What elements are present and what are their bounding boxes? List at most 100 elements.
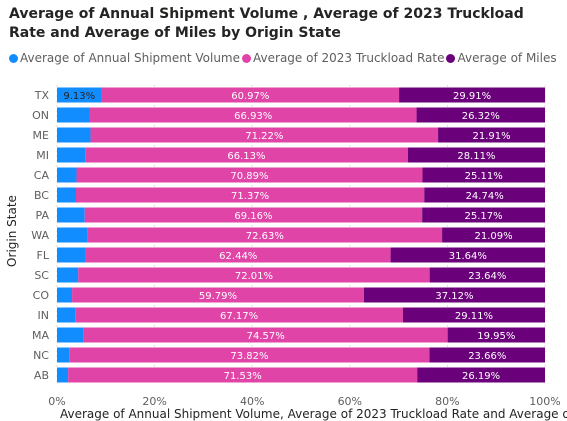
bar-segment	[429, 347, 545, 363]
data-label: 28.11%	[457, 151, 495, 162]
bar-segment	[57, 207, 85, 223]
bar-segment	[72, 287, 364, 303]
bar-segment	[424, 187, 545, 203]
y-tick-label: BC	[34, 189, 49, 202]
x-tick-label: 40%	[240, 395, 264, 408]
bar-segment	[363, 287, 545, 303]
bar-segment	[84, 207, 423, 223]
bar-segment	[75, 187, 425, 203]
y-tick-label: TX	[34, 89, 50, 102]
bar-segment	[447, 327, 545, 343]
bar-segment	[85, 247, 391, 263]
y-tick-label: SC	[34, 269, 49, 282]
y-tick-label: CO	[33, 289, 50, 302]
bar-segment	[57, 367, 69, 383]
data-label: 23.64%	[468, 271, 506, 282]
data-label: 25.17%	[465, 211, 503, 222]
y-tick-label: MI	[36, 149, 49, 162]
bar-segment	[57, 267, 79, 283]
data-label: 23.66%	[468, 351, 506, 362]
x-tick-label: 60%	[338, 395, 362, 408]
data-label: 67.17%	[220, 311, 258, 322]
y-tick-label: WA	[31, 229, 49, 242]
y-tick-label: PA	[36, 209, 50, 222]
data-label: 72.63%	[246, 231, 284, 242]
x-tick-label: 100%	[529, 395, 560, 408]
data-label: 71.37%	[231, 191, 269, 202]
bar-segment	[57, 247, 86, 263]
data-label: 60.97%	[231, 91, 269, 102]
bar-segment	[57, 167, 77, 183]
y-tick-label: AB	[34, 369, 49, 382]
bar-segment	[87, 227, 443, 243]
data-label: 71.22%	[245, 131, 283, 142]
data-label: 24.74%	[466, 191, 504, 202]
data-label: 72.01%	[235, 271, 273, 282]
y-tick-label: ON	[32, 109, 49, 122]
bar-segment	[89, 107, 417, 123]
bar-segment	[442, 227, 545, 243]
bar-segment	[69, 347, 430, 363]
legend-item-shipment-volume[interactable]: Average of Annual Shipment Volume	[9, 51, 240, 65]
data-label: 26.32%	[462, 111, 500, 122]
bar-segment	[101, 87, 400, 103]
data-label: 66.93%	[234, 111, 272, 122]
data-label: 21.91%	[472, 131, 510, 142]
bar-segment	[422, 207, 545, 223]
bar-segment	[438, 127, 545, 143]
legend-marker-miles	[446, 53, 456, 63]
bar-segment	[78, 267, 430, 283]
x-tick-label: 20%	[142, 395, 166, 408]
data-label: 73.82%	[230, 351, 268, 362]
bar-segment	[57, 127, 91, 143]
y-tick-label: NC	[33, 349, 49, 362]
bar-segment	[76, 167, 423, 183]
data-label: 9.13%	[63, 91, 95, 102]
data-label: 37.12%	[435, 291, 473, 302]
legend-item-truckload-rate[interactable]: Average of 2023 Truckload Rate	[242, 51, 444, 65]
bar-segment	[85, 147, 408, 163]
bar-segment	[75, 307, 403, 323]
legend-label-shipment-volume: Average of Annual Shipment Volume	[20, 51, 241, 65]
data-label: 71.53%	[224, 371, 262, 382]
data-label: 29.11%	[455, 311, 493, 322]
bar-segment	[68, 367, 418, 383]
data-label: 59.79%	[199, 291, 237, 302]
bar-segment	[399, 87, 546, 103]
legend-label-truckload-rate: Average of 2023 Truckload Rate	[253, 51, 445, 65]
bar-segment	[416, 107, 545, 123]
data-label: 26.19%	[462, 371, 500, 382]
data-label: 69.16%	[234, 211, 272, 222]
bar-segment	[402, 307, 545, 323]
bar-segment	[57, 347, 70, 363]
legend: Average of Annual Shipment Volume Averag…	[9, 50, 559, 66]
bar-segment	[429, 267, 545, 283]
bar-segment	[417, 367, 545, 383]
x-axis-title: Average of Annual Shipment Volume, Avera…	[60, 407, 567, 421]
legend-label-miles: Average of Miles	[457, 51, 557, 65]
legend-item-miles[interactable]: Average of Miles	[446, 51, 557, 65]
data-label: 74.57%	[247, 331, 285, 342]
data-label: 29.91%	[453, 91, 491, 102]
data-label: 66.13%	[227, 151, 265, 162]
chart-title: Average of Annual Shipment Volume , Aver…	[9, 6, 524, 41]
y-tick-label: ME	[33, 129, 49, 142]
bar-segment	[390, 247, 545, 263]
y-tick-label: MA	[32, 329, 49, 342]
data-label: 25.11%	[465, 171, 503, 182]
bar-segment	[90, 127, 439, 143]
legend-marker-shipment-volume	[9, 53, 18, 63]
bar-segment	[57, 87, 102, 103]
bar-segment	[57, 147, 86, 163]
data-label: 19.95%	[477, 331, 515, 342]
y-tick-label: FL	[37, 249, 50, 262]
bar-segment	[422, 167, 545, 183]
bar-segment	[83, 327, 448, 343]
y-tick-label: IN	[38, 309, 49, 322]
bar-segment	[407, 147, 545, 163]
data-label: 70.89%	[230, 171, 268, 182]
bar-segment	[57, 107, 90, 123]
bar-segment	[57, 287, 73, 303]
y-tick-label: CA	[34, 169, 50, 182]
